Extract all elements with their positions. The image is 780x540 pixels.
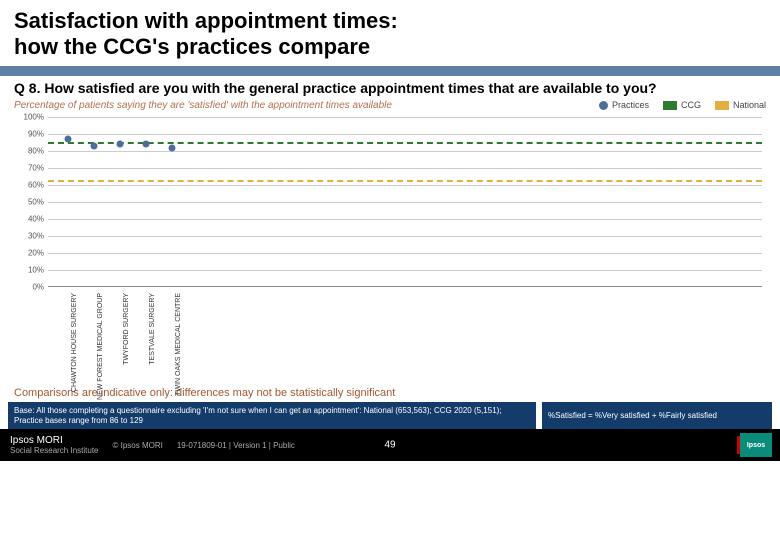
page-number: 49 bbox=[384, 440, 395, 451]
gridline bbox=[48, 219, 762, 220]
y-axis-label: 50% bbox=[14, 197, 44, 206]
footer-base: Base: All those completing a questionnai… bbox=[8, 402, 536, 429]
gridline bbox=[48, 202, 762, 203]
chart-subtitle: Percentage of patients saying they are '… bbox=[14, 100, 392, 111]
y-axis-label: 20% bbox=[14, 248, 44, 257]
copyright: © Ipsos MORI bbox=[113, 441, 163, 450]
legend-ccg: CCG bbox=[663, 100, 701, 110]
reference-line bbox=[48, 142, 762, 144]
brand-block: Ipsos MORI Social Research Institute bbox=[10, 435, 99, 455]
footer-definition: %Satisfied = %Very satisfied + %Fairly s… bbox=[542, 402, 772, 429]
gridline bbox=[48, 236, 762, 237]
y-axis-label: 60% bbox=[14, 180, 44, 189]
color-band bbox=[0, 66, 780, 76]
subtitle-row: Percentage of patients saying they are '… bbox=[0, 98, 780, 115]
legend-label: CCG bbox=[681, 100, 701, 110]
legend-label: National bbox=[733, 100, 766, 110]
x-axis-label: TWIN OAKS MEDICAL CENTRE bbox=[175, 293, 182, 396]
y-axis-label: 40% bbox=[14, 214, 44, 223]
title-line-1: Satisfaction with appointment times: bbox=[14, 8, 398, 33]
x-axis-label: NEW FOREST MEDICAL GROUP bbox=[97, 293, 104, 400]
gridline bbox=[48, 168, 762, 169]
practice-point bbox=[117, 141, 124, 148]
practice-point bbox=[169, 144, 176, 151]
question-text: Q 8. How satisfied are you with the gene… bbox=[0, 76, 780, 98]
legend-label: Practices bbox=[612, 100, 649, 110]
practice-point bbox=[91, 142, 98, 149]
y-axis-label: 80% bbox=[14, 146, 44, 155]
title-line-2: how the CCG's practices compare bbox=[14, 34, 370, 59]
brand-sub: Social Research Institute bbox=[10, 446, 99, 455]
chart: 0%10%20%30%40%50%60%70%80%90%100%CHAWTON… bbox=[14, 117, 766, 387]
y-axis-label: 70% bbox=[14, 163, 44, 172]
gridline bbox=[48, 270, 762, 271]
ipsos-logo-icon: Ipsos bbox=[740, 433, 772, 457]
legend-practices: Practices bbox=[599, 100, 649, 110]
gridline bbox=[48, 253, 762, 254]
square-icon bbox=[663, 101, 677, 110]
footer-row: Base: All those completing a questionnai… bbox=[0, 402, 780, 429]
slide: Satisfaction with appointment times: how… bbox=[0, 0, 780, 540]
reference-line bbox=[48, 180, 762, 182]
x-axis-label: CHAWTON HOUSE SURGERY bbox=[71, 293, 78, 392]
y-axis-label: 10% bbox=[14, 265, 44, 274]
y-axis-label: 30% bbox=[14, 231, 44, 240]
x-axis-label: TWYFORD SURGERY bbox=[123, 293, 130, 365]
practice-point bbox=[65, 136, 72, 143]
y-axis-label: 0% bbox=[14, 282, 44, 291]
gridline bbox=[48, 134, 762, 135]
title-area: Satisfaction with appointment times: how… bbox=[0, 0, 780, 66]
version-text: 19-071809-01 | Version 1 | Public bbox=[177, 441, 295, 450]
x-axis-label: TESTVALE SURGERY bbox=[149, 293, 156, 365]
bottom-strip: Ipsos MORI Social Research Institute © I… bbox=[0, 429, 780, 461]
gridline bbox=[48, 117, 762, 118]
circle-icon bbox=[599, 101, 608, 110]
chart-plot-area bbox=[48, 117, 762, 287]
page-title: Satisfaction with appointment times: how… bbox=[14, 8, 766, 60]
brand-name: Ipsos MORI bbox=[10, 435, 99, 446]
square-icon bbox=[715, 101, 729, 110]
gridline bbox=[48, 185, 762, 186]
caveat-text: Comparisons are indicative only: differe… bbox=[0, 387, 780, 402]
y-axis-label: 90% bbox=[14, 129, 44, 138]
legend: Practices CCG National bbox=[599, 100, 766, 110]
y-axis-label: 100% bbox=[14, 112, 44, 121]
gridline bbox=[48, 151, 762, 152]
legend-national: National bbox=[715, 100, 766, 110]
practice-point bbox=[143, 141, 150, 148]
